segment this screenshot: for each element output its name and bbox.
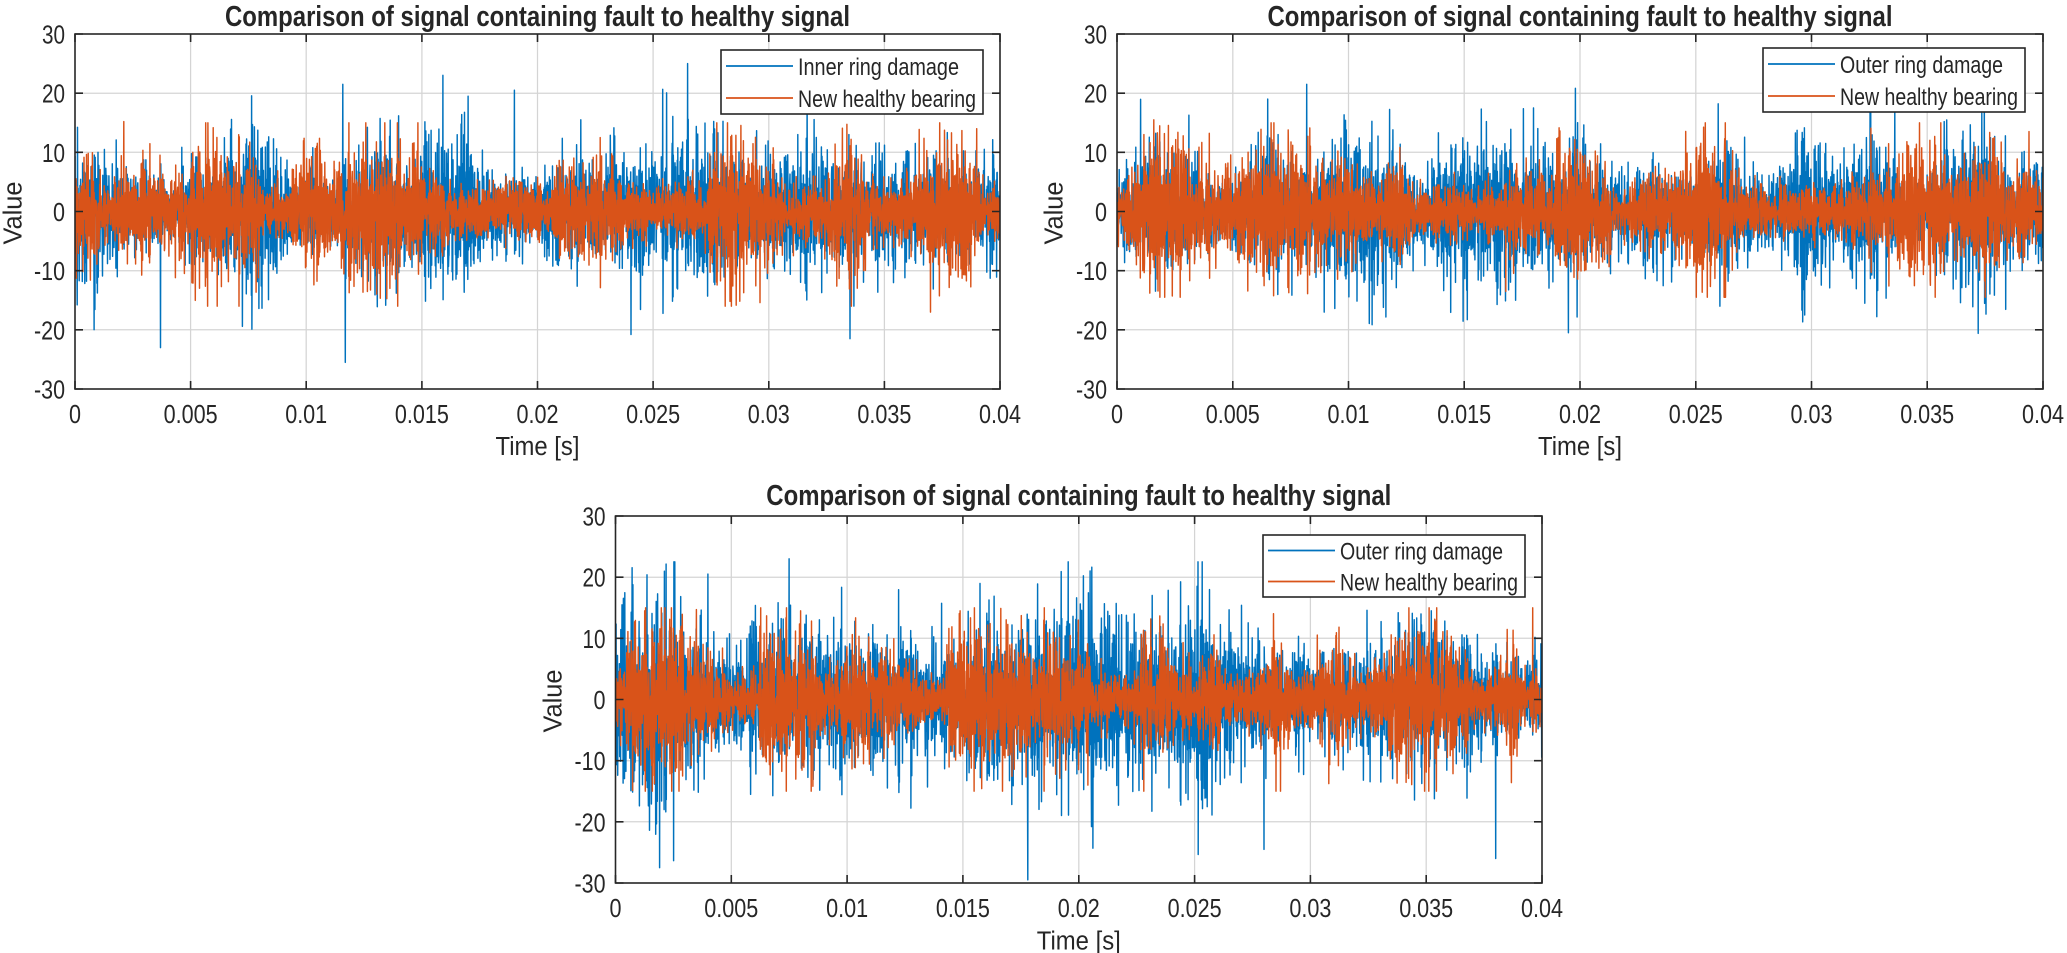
svg-text:Inner ring damage: Inner ring damage bbox=[798, 54, 959, 81]
svg-text:-10: -10 bbox=[575, 746, 606, 776]
svg-text:0.01: 0.01 bbox=[1328, 399, 1370, 429]
svg-text:0.03: 0.03 bbox=[1791, 399, 1833, 429]
svg-text:0.035: 0.035 bbox=[1399, 893, 1453, 923]
svg-text:Value: Value bbox=[540, 670, 568, 733]
svg-text:-10: -10 bbox=[1076, 256, 1107, 286]
svg-text:30: 30 bbox=[42, 20, 65, 50]
svg-text:Time [s]: Time [s] bbox=[1037, 928, 1121, 953]
svg-text:30: 30 bbox=[1084, 20, 1107, 50]
svg-text:0.04: 0.04 bbox=[1521, 893, 1563, 923]
svg-text:0: 0 bbox=[1111, 399, 1123, 429]
svg-text:0.015: 0.015 bbox=[936, 893, 990, 923]
svg-text:Value: Value bbox=[1041, 182, 1069, 245]
svg-text:0.025: 0.025 bbox=[1168, 893, 1222, 923]
svg-text:-20: -20 bbox=[1076, 315, 1107, 345]
svg-text:-30: -30 bbox=[34, 375, 65, 405]
svg-text:0.035: 0.035 bbox=[857, 399, 911, 429]
svg-text:-20: -20 bbox=[34, 315, 65, 345]
svg-text:0.015: 0.015 bbox=[1437, 399, 1491, 429]
svg-text:Comparison of signal containin: Comparison of signal containing fault to… bbox=[1268, 1, 1893, 33]
svg-text:New healthy bearing: New healthy bearing bbox=[1840, 84, 2018, 111]
svg-text:0.01: 0.01 bbox=[285, 399, 327, 429]
svg-text:0.005: 0.005 bbox=[1206, 399, 1260, 429]
svg-text:0: 0 bbox=[594, 685, 606, 715]
svg-text:30: 30 bbox=[583, 502, 606, 532]
svg-text:0.025: 0.025 bbox=[1669, 399, 1723, 429]
svg-text:10: 10 bbox=[583, 624, 606, 654]
svg-text:0.005: 0.005 bbox=[704, 893, 758, 923]
svg-text:0.03: 0.03 bbox=[1289, 893, 1331, 923]
svg-text:Outer ring damage: Outer ring damage bbox=[1340, 539, 1503, 566]
svg-text:Value: Value bbox=[0, 182, 28, 245]
svg-text:0.015: 0.015 bbox=[395, 399, 449, 429]
svg-text:-30: -30 bbox=[575, 869, 606, 899]
svg-text:Time [s]: Time [s] bbox=[496, 433, 580, 461]
svg-text:0.02: 0.02 bbox=[517, 399, 559, 429]
svg-text:0.02: 0.02 bbox=[1058, 893, 1100, 923]
svg-text:0.02: 0.02 bbox=[1559, 399, 1601, 429]
svg-text:0.005: 0.005 bbox=[164, 399, 218, 429]
svg-text:0: 0 bbox=[1095, 197, 1107, 227]
svg-text:-10: -10 bbox=[34, 256, 65, 286]
svg-text:20: 20 bbox=[1084, 79, 1107, 109]
svg-text:10: 10 bbox=[1084, 138, 1107, 168]
svg-text:10: 10 bbox=[42, 138, 65, 168]
svg-text:Outer ring damage: Outer ring damage bbox=[1840, 52, 2003, 79]
svg-text:Time [s]: Time [s] bbox=[1538, 433, 1622, 461]
svg-text:New healthy bearing: New healthy bearing bbox=[1340, 570, 1518, 597]
svg-text:Comparison of signal containin: Comparison of signal containing fault to… bbox=[225, 1, 850, 33]
svg-text:0.01: 0.01 bbox=[826, 893, 868, 923]
svg-text:0.04: 0.04 bbox=[979, 399, 1021, 429]
svg-text:0: 0 bbox=[69, 399, 81, 429]
svg-text:0: 0 bbox=[610, 893, 622, 923]
svg-text:20: 20 bbox=[42, 79, 65, 109]
svg-text:0.025: 0.025 bbox=[626, 399, 680, 429]
svg-text:0.035: 0.035 bbox=[1900, 399, 1954, 429]
svg-text:New healthy bearing: New healthy bearing bbox=[798, 86, 976, 113]
svg-text:-30: -30 bbox=[1076, 375, 1107, 405]
svg-text:-20: -20 bbox=[575, 807, 606, 837]
svg-text:Comparison of signal containin: Comparison of signal containing fault to… bbox=[766, 480, 1391, 512]
svg-text:20: 20 bbox=[583, 563, 606, 593]
svg-text:0: 0 bbox=[53, 197, 65, 227]
svg-text:0.03: 0.03 bbox=[748, 399, 790, 429]
svg-text:0.04: 0.04 bbox=[2022, 399, 2064, 429]
